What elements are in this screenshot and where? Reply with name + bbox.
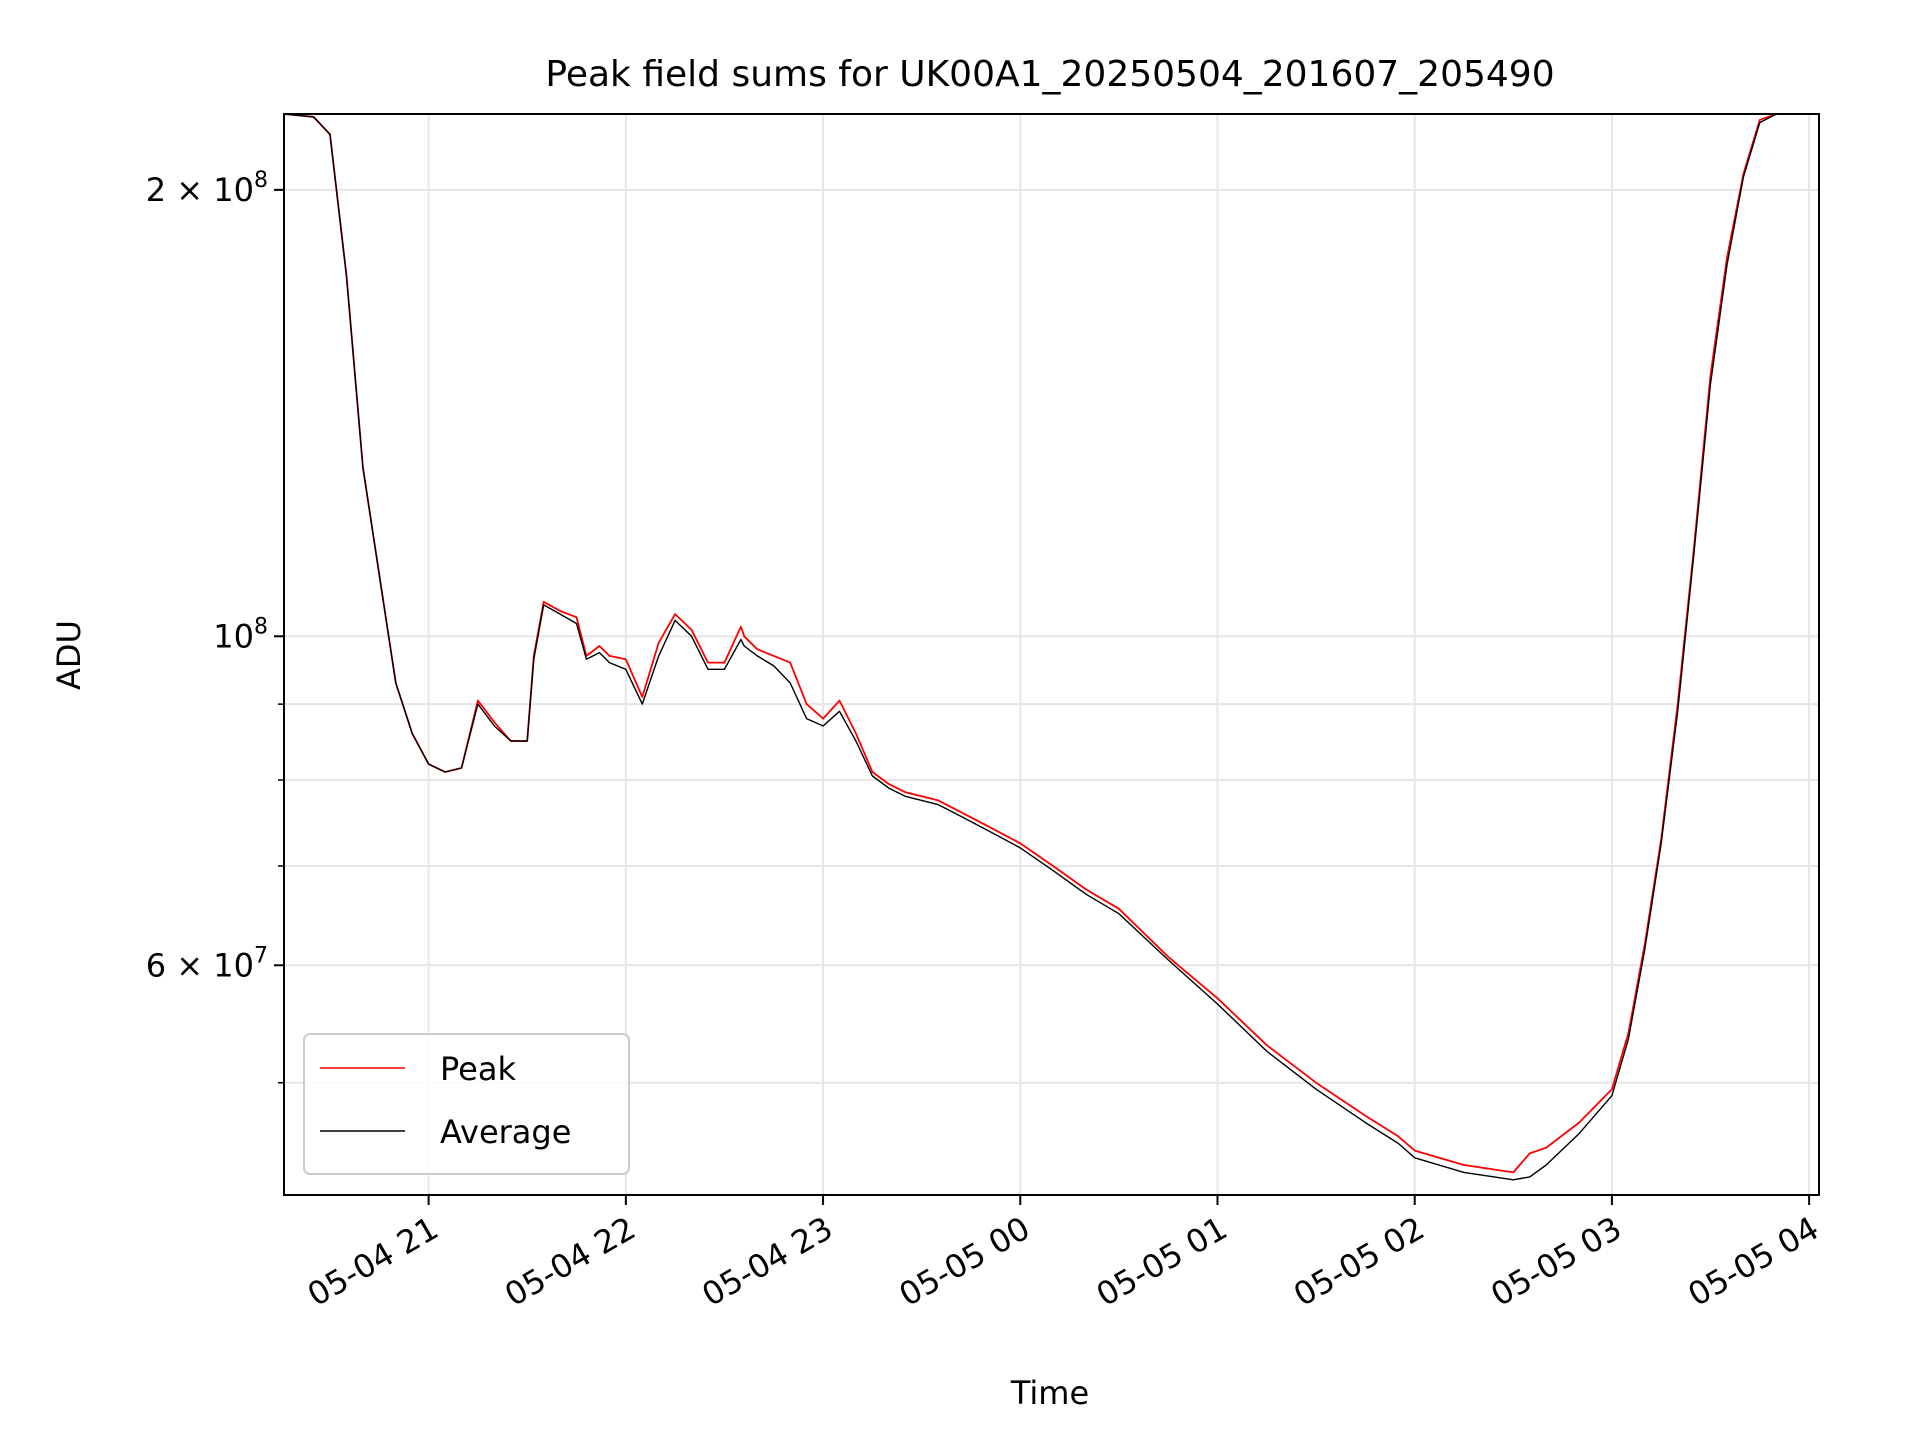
legend-box <box>303 1033 630 1175</box>
chart-title: Peak field sums for UK00A1_20250504_2016… <box>545 54 1554 95</box>
y-tick-label: 108 <box>213 614 268 655</box>
y-tick-label-base: 2 × 10 <box>146 171 254 209</box>
legend: Peak Average <box>303 1033 630 1175</box>
data-lines <box>284 114 1819 1181</box>
y-tick-label-exponent: 8 <box>254 168 268 193</box>
grid-lines <box>284 114 1819 1195</box>
y-tick-label-base: 6 × 10 <box>146 946 254 984</box>
y-tick-label: 6 × 107 <box>146 943 268 984</box>
y-tick-label-exponent: 7 <box>254 943 268 968</box>
legend-label-peak: Peak <box>440 1050 516 1088</box>
y-axis-label: ADU <box>50 620 88 690</box>
x-axis-label: Time <box>1010 1374 1089 1412</box>
series-line-peak <box>284 114 1819 1174</box>
y-tick-label-exponent: 8 <box>254 614 268 639</box>
y-tick-label: 2 × 108 <box>146 168 268 209</box>
plot-area-frame <box>283 113 1820 1196</box>
y-tick-label-base: 10 <box>213 617 254 655</box>
series-line-average <box>284 114 1819 1181</box>
legend-label-average: Average <box>440 1113 571 1151</box>
